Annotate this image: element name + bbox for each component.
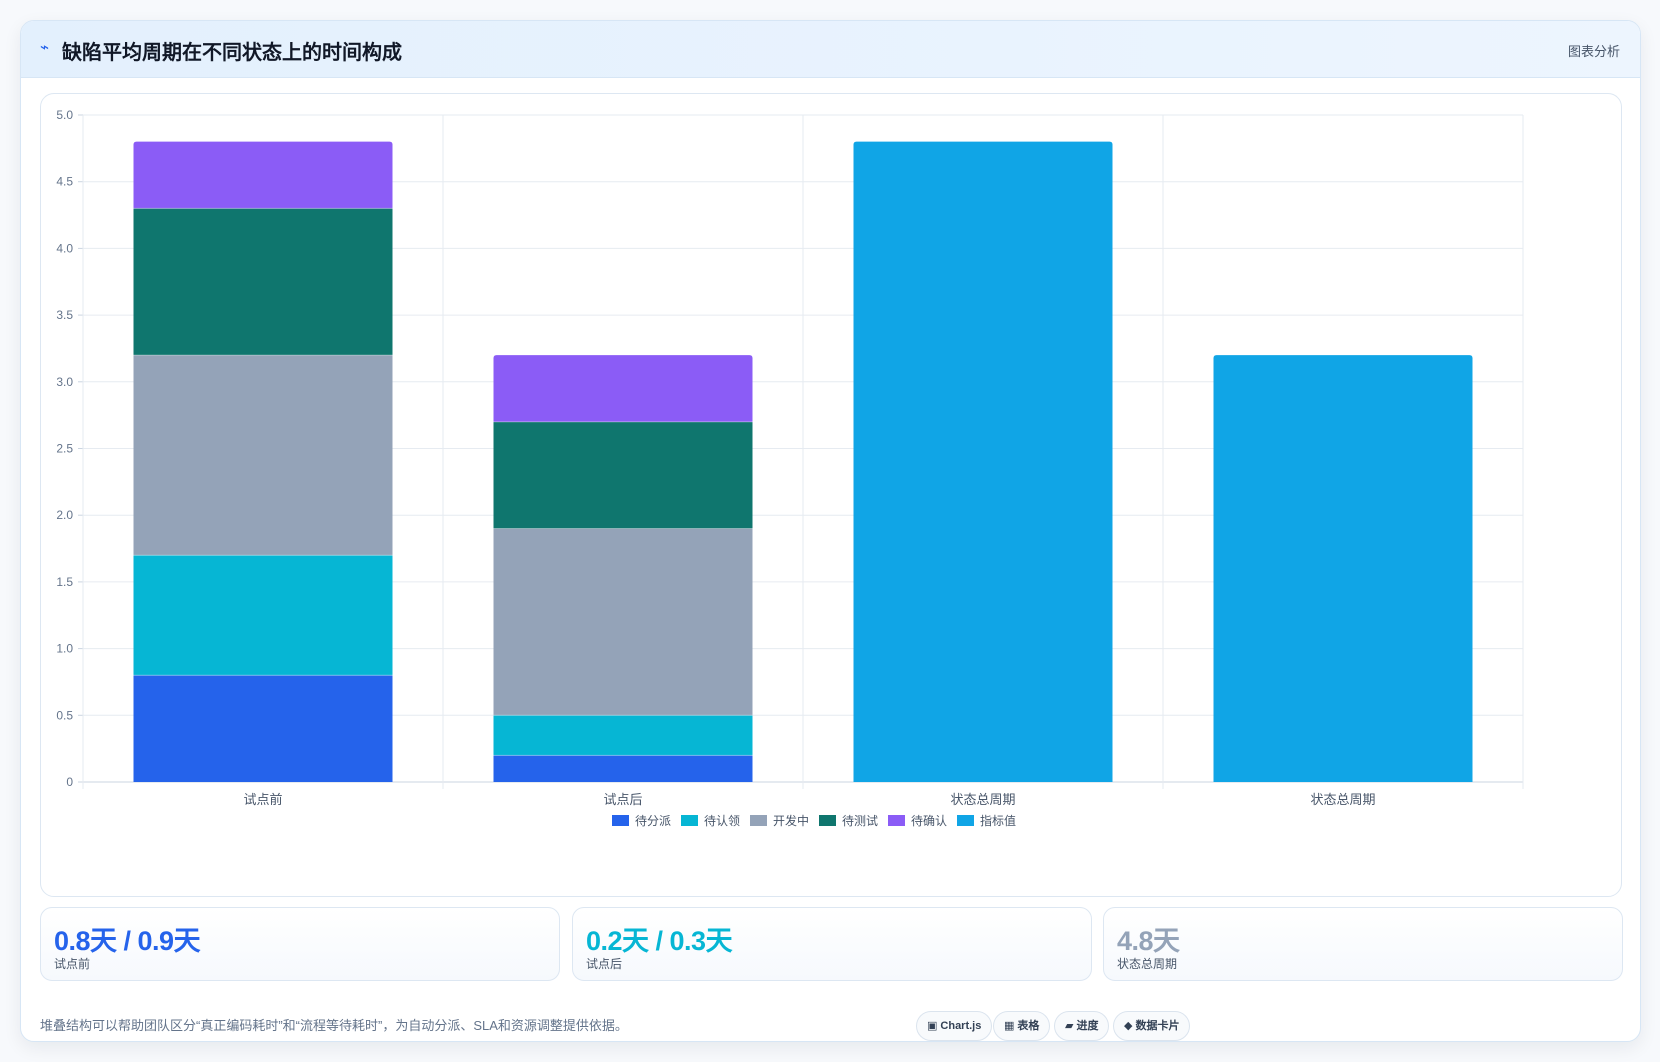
chip-chartjs[interactable]: ▣ Chart.js [916, 1011, 993, 1041]
chip-label: 进度 [1076, 1020, 1099, 1032]
chart-analysis-tag: 图表分析 [1567, 44, 1620, 59]
bar-segment [1213, 355, 1473, 782]
kpi-value: 0.2天 / 0.3天 [586, 926, 733, 956]
y-tick-label: 0 [66, 775, 73, 789]
y-tick-label: 2.0 [56, 508, 73, 522]
y-tick-label: 1.5 [56, 575, 73, 589]
y-tick-label: 4.5 [56, 175, 73, 189]
legend-label: 待确认 [911, 814, 947, 828]
table-icon: ▦ [1004, 1020, 1015, 1032]
kpi-label: 试点后 [586, 957, 623, 971]
bar-segment [133, 355, 393, 556]
kpi-card-before: 0.8天 / 0.9天 试点前 [40, 907, 560, 981]
y-tick-label: 5.0 [56, 108, 73, 122]
y-tick-label: 1.0 [56, 642, 73, 656]
bar-segment [493, 355, 753, 422]
chip-table[interactable]: ▦ 表格 [993, 1011, 1051, 1041]
x-tick-label: 状态总周期 [950, 792, 1015, 807]
chart-card: 0 0.5 1.0 1.5 2.0 2.5 3.0 3.5 4.0 4.5 5.0 试点前 试点后 状态总… [40, 93, 1622, 897]
legend-swatch [681, 815, 698, 826]
legend-label: 待分派 [635, 814, 671, 828]
y-tick-label: 0.5 [56, 708, 73, 722]
x-tick-label: 试点前 [243, 792, 282, 807]
kpi-value: 0.8天 / 0.9天 [54, 926, 201, 956]
chip-label: 表格 [1017, 1020, 1040, 1032]
kpi-label: 状态总周期 [1117, 957, 1178, 971]
kpi-card-total: 4.8天 状态总周期 [1103, 907, 1623, 981]
kpi-card-after: 0.2天 / 0.3天 试点后 [572, 907, 1092, 981]
legend-swatch [819, 815, 836, 826]
x-tick-label: 试点后 [603, 792, 642, 807]
progress-icon: ▰ [1065, 1020, 1074, 1032]
y-tick-label: 3.5 [56, 308, 73, 322]
y-tick-label: 3.0 [56, 375, 73, 389]
bar-segment [133, 675, 393, 782]
chip-label: Chart.js [940, 1020, 982, 1032]
legend-swatch [750, 815, 767, 826]
panel-title: 缺陷平均周期在不同状态上的时间构成 [62, 42, 402, 64]
bar-segment [493, 421, 753, 529]
chart-panel: ⌁ 缺陷平均周期在不同状态上的时间构成 图表分析 0 0.5 1.0 1.5 2.0 2.… [20, 20, 1641, 1042]
stacked-bar-chart: 0 0.5 1.0 1.5 2.0 2.5 3.0 3.5 4.0 4.5 5.0 试点前 试点后 状态总… [56, 108, 1524, 828]
legend-label: 待认领 [704, 814, 740, 828]
lightning-icon: ⌁ [40, 39, 50, 56]
bar-segment [133, 141, 393, 209]
bar-segment [493, 755, 753, 782]
footnote-text: 堆叠结构可以帮助团队区分“真正编码耗时”和“流程等待耗时”，为自动分派、SLA和… [40, 1018, 628, 1033]
chip-data-card[interactable]: ◆ 数据卡片 [1113, 1011, 1191, 1041]
panel-header: ⌁ 缺陷平均周期在不同状态上的时间构成 图表分析 [21, 21, 1640, 78]
legend-swatch [888, 815, 905, 826]
y-tick-label: 4.0 [56, 241, 73, 255]
legend-label: 开发中 [773, 813, 809, 828]
chart-icon: ▣ [927, 1020, 938, 1032]
kpi-label: 试点前 [54, 957, 91, 971]
bar-segment [133, 555, 393, 676]
card-icon: ◆ [1124, 1020, 1133, 1032]
legend-swatch [957, 815, 974, 826]
x-tick-label: 状态总周期 [1310, 792, 1375, 807]
bar-segment [133, 208, 393, 356]
kpi-row: 0.8天 / 0.9天 试点前 0.2天 / 0.3天 试点后 4.8天 状态总… [40, 907, 1623, 981]
bar-segment [853, 141, 1113, 782]
chip-label: 数据卡片 [1135, 1020, 1180, 1032]
legend-label: 待测试 [842, 813, 878, 828]
chip-progress[interactable]: ▰ 进度 [1054, 1011, 1110, 1041]
legend-swatch [612, 815, 629, 826]
kpi-value: 4.8天 [1117, 926, 1180, 956]
y-tick-label: 2.5 [56, 442, 73, 456]
bar-segment [493, 715, 753, 756]
bar-segment [493, 528, 753, 716]
legend-label: 指标值 [980, 813, 1016, 828]
